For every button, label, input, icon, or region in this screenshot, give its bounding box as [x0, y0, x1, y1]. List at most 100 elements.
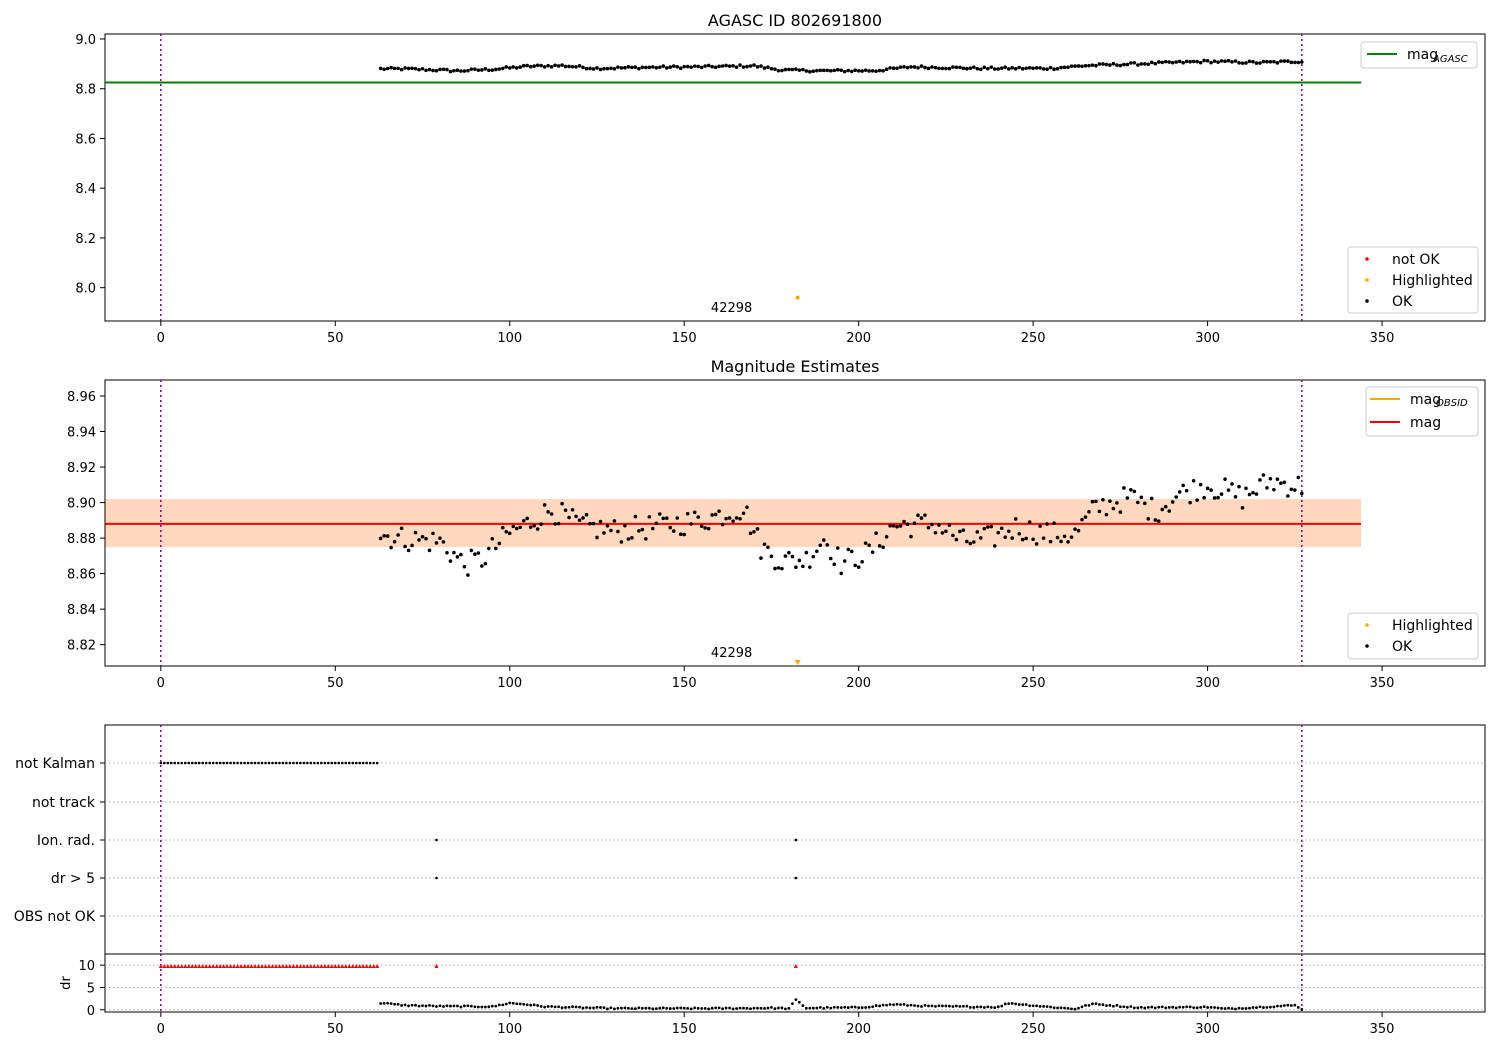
dr-point — [745, 1006, 749, 1010]
ok-point — [455, 68, 460, 73]
ok-point — [745, 505, 749, 509]
dr-point — [1010, 1001, 1014, 1005]
ok-point — [602, 66, 606, 71]
ok-point — [713, 65, 718, 70]
dr-point — [651, 1007, 655, 1011]
ok-point — [1212, 59, 1217, 63]
dr-point — [1105, 1004, 1108, 1007]
dr-point — [602, 1006, 606, 1009]
ok-point — [965, 539, 969, 544]
dr-point — [476, 1005, 480, 1009]
axes-frame — [104, 33, 1486, 322]
dr-point — [958, 1004, 962, 1008]
dr-point — [473, 1005, 477, 1009]
dr-flag-marker — [270, 964, 275, 969]
dr-point — [839, 1006, 843, 1010]
ok-point — [999, 526, 1004, 531]
dr-point — [435, 1005, 438, 1008]
dr-point — [947, 1004, 951, 1008]
dr-point — [930, 1004, 934, 1008]
ok-point — [1111, 506, 1116, 511]
dr-flag-marker — [280, 964, 285, 969]
ok-point — [626, 537, 631, 541]
dr-point — [522, 1002, 526, 1006]
ok-point — [609, 528, 613, 533]
ok-point — [396, 66, 400, 71]
ok-point — [480, 68, 484, 72]
ok-point — [542, 503, 547, 507]
dr-point — [1220, 1006, 1223, 1010]
dr-point — [717, 1006, 721, 1010]
flag-point — [361, 761, 365, 765]
flag-point — [187, 761, 191, 765]
ok-point — [1219, 492, 1224, 496]
dr-point — [867, 1005, 871, 1009]
ok-point — [797, 558, 802, 563]
ok-point — [591, 67, 596, 71]
dr-point — [916, 1004, 920, 1008]
ok-point — [473, 67, 477, 71]
dr-point — [462, 1004, 466, 1008]
dr-point — [899, 1003, 902, 1007]
dr-point — [794, 998, 798, 1001]
ok-point — [1087, 510, 1091, 514]
x-tick-label: 50 — [327, 331, 344, 346]
ok-point — [1153, 61, 1158, 66]
dr-point — [996, 1005, 1000, 1009]
ok-point — [727, 64, 732, 68]
ok-point — [706, 526, 711, 531]
ok-point — [699, 524, 704, 529]
x-tick-label: 150 — [672, 331, 697, 346]
ok-point — [1108, 499, 1112, 503]
ok-point — [1003, 65, 1008, 69]
ok-point — [525, 516, 529, 521]
dr-point — [961, 1004, 965, 1008]
ok-point — [1055, 535, 1060, 540]
dr-point — [606, 1007, 609, 1011]
ok-point — [1272, 59, 1276, 64]
dr-point — [850, 1005, 854, 1009]
dr-point — [386, 1001, 390, 1005]
flag-point — [264, 761, 267, 765]
ok-point — [832, 562, 837, 567]
flag-point — [292, 761, 295, 765]
ok-point — [1177, 490, 1182, 494]
ok-point — [556, 521, 561, 526]
ok-point — [1062, 534, 1067, 539]
dr-point — [424, 1004, 428, 1008]
dr-point — [920, 1005, 923, 1008]
ok-point — [947, 66, 952, 71]
dr-flag-marker — [225, 964, 230, 969]
ok-point — [766, 65, 770, 69]
ok-point — [1034, 542, 1039, 546]
dr-flag-marker — [434, 964, 439, 969]
ok-point — [846, 68, 851, 73]
ok-point — [678, 532, 683, 536]
dr-point — [536, 1004, 540, 1007]
ok-point — [1108, 63, 1112, 67]
x-tick-label: 100 — [497, 1022, 522, 1037]
dr-point — [1084, 1004, 1087, 1007]
ok-point — [808, 69, 812, 74]
ok-point — [549, 512, 554, 516]
flag-point — [201, 761, 204, 765]
ok-point — [462, 564, 467, 569]
ok-point — [1045, 67, 1049, 72]
dr-flag-marker — [239, 964, 244, 969]
dr-point — [487, 1005, 491, 1009]
dr-flag-marker — [329, 964, 334, 969]
dr-point — [532, 1003, 536, 1007]
flag-point — [794, 876, 798, 880]
ok-point — [445, 550, 449, 555]
ok-point — [842, 69, 847, 74]
dr-point — [1042, 1005, 1046, 1008]
dr-flag-marker — [260, 964, 265, 969]
ok-point — [1048, 65, 1053, 70]
ok-point — [504, 65, 509, 69]
ok-point — [1118, 63, 1123, 68]
dr-flag-marker — [190, 964, 195, 969]
ok-point — [720, 522, 725, 527]
ok-point — [828, 556, 833, 561]
dr-point — [640, 1006, 644, 1010]
dr-point — [1003, 1002, 1007, 1006]
